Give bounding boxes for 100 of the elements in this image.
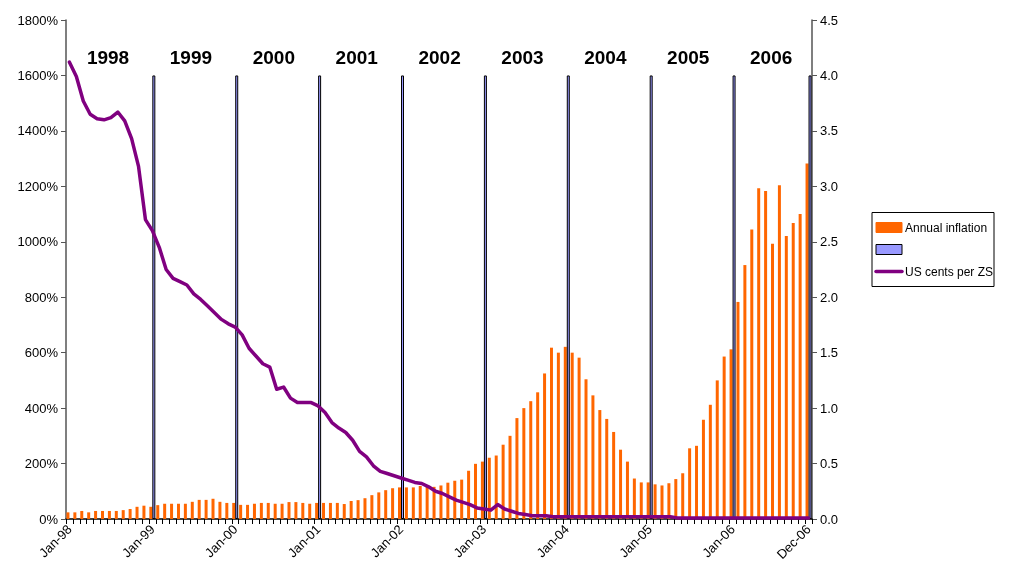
bar — [121, 510, 125, 519]
bar — [688, 448, 692, 519]
bar — [377, 492, 381, 519]
bar — [722, 356, 726, 519]
bar — [777, 185, 781, 519]
bar — [266, 502, 270, 519]
bar — [170, 503, 174, 519]
bar — [225, 502, 229, 519]
bar — [398, 487, 402, 519]
bar — [349, 500, 353, 519]
legend-label: Annual inflation — [905, 220, 988, 235]
annotation: 2005 — [667, 47, 710, 68]
bar — [328, 502, 332, 519]
bar — [128, 509, 132, 519]
bar — [701, 419, 705, 519]
bar — [156, 505, 160, 519]
bar — [480, 461, 484, 519]
bar — [543, 373, 547, 519]
bar — [784, 235, 788, 519]
bar — [252, 503, 256, 519]
bar — [100, 510, 104, 519]
annotation: 1998 — [86, 47, 130, 68]
bar — [771, 243, 775, 519]
bar — [259, 502, 263, 519]
bar — [494, 455, 498, 519]
bar — [384, 490, 388, 519]
y-tick-label: 600% — [24, 345, 59, 361]
annotation: 2001 — [335, 47, 379, 68]
bar — [280, 503, 284, 519]
bar — [356, 500, 360, 519]
annotation: 2003 — [501, 47, 544, 68]
bar — [743, 265, 747, 519]
bar — [798, 214, 802, 519]
bar — [487, 457, 491, 519]
bar — [529, 401, 533, 519]
bar — [142, 505, 146, 519]
y-tick-label: 200% — [24, 456, 59, 472]
y2-tick-label: 0.5 — [820, 456, 839, 472]
bar — [681, 473, 685, 519]
bar — [508, 435, 512, 519]
bar — [190, 501, 194, 519]
bar — [73, 512, 77, 519]
bar — [715, 380, 719, 519]
bar — [411, 487, 415, 519]
bar — [425, 486, 429, 519]
bar — [764, 191, 768, 519]
y2-tick-label: 2.0 — [820, 289, 839, 305]
bar — [515, 418, 519, 519]
bar — [287, 502, 291, 519]
bar — [418, 486, 422, 519]
bar — [163, 503, 167, 519]
bar — [301, 502, 305, 519]
bar — [695, 445, 699, 519]
bar — [404, 487, 408, 519]
y-tick-label: 1000% — [17, 234, 59, 250]
y-tick-label: 1800% — [17, 12, 59, 28]
y2-tick-label: 4.0 — [820, 67, 839, 83]
bar — [183, 503, 187, 519]
y-tick-label: 400% — [24, 400, 59, 416]
bar — [674, 479, 678, 519]
bar — [473, 463, 477, 519]
bar — [342, 504, 346, 519]
bar — [315, 502, 319, 519]
bar — [732, 75, 736, 519]
bar — [501, 444, 505, 519]
annotation: 2000 — [252, 47, 295, 68]
bar — [391, 488, 395, 519]
bar — [750, 229, 754, 519]
bar — [94, 510, 98, 519]
y-tick-label: 0% — [39, 511, 59, 527]
legend-label: US cents per ZS — [905, 264, 994, 279]
annotation: 2006 — [750, 47, 793, 68]
annotation: 1999 — [169, 47, 213, 68]
bar — [246, 504, 250, 519]
y2-tick-label: 1.5 — [820, 345, 839, 361]
bar — [308, 503, 312, 519]
bar — [239, 504, 243, 519]
y-tick-label: 1600% — [17, 67, 59, 83]
bar — [370, 495, 374, 519]
bar — [135, 506, 139, 519]
y2-tick-label: 4.5 — [820, 12, 839, 28]
y-tick-label: 800% — [24, 289, 59, 305]
bar — [522, 408, 526, 519]
bar — [363, 498, 367, 519]
bar — [80, 510, 84, 519]
y2-tick-label: 3.5 — [820, 123, 839, 139]
bar — [197, 499, 201, 519]
y-tick-label: 1400% — [17, 123, 59, 139]
y2-tick-label: 0.0 — [820, 511, 839, 527]
y2-tick-label: 2.5 — [820, 234, 839, 250]
bar — [757, 188, 761, 519]
bar — [176, 503, 180, 519]
bar — [218, 501, 222, 519]
bar — [335, 502, 339, 519]
bar — [66, 512, 70, 519]
bar — [736, 301, 740, 519]
bar — [536, 392, 540, 519]
bar — [204, 499, 208, 519]
bar — [791, 222, 795, 519]
bar — [107, 510, 111, 519]
